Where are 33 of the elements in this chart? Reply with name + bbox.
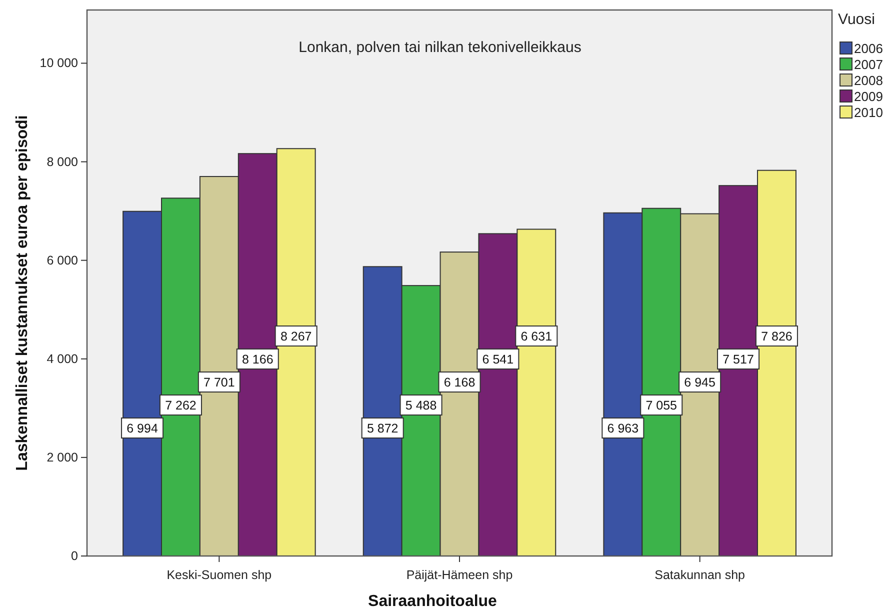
data-label: 6 631 — [520, 330, 552, 344]
data-label: 6 541 — [482, 352, 514, 366]
data-label: 7 826 — [761, 330, 792, 344]
y-tick-label: 4 000 — [46, 352, 78, 366]
x-tick-label: Päijät-Hämeen shp — [406, 568, 513, 582]
data-label: 7 055 — [646, 398, 678, 412]
x-tick-label: Satakunnan shp — [654, 568, 746, 582]
legend-label: 2009 — [854, 89, 883, 104]
data-label: 7 701 — [204, 376, 235, 390]
y-tick-label: 0 — [71, 549, 78, 563]
data-label: 6 994 — [126, 422, 158, 436]
data-label: 7 517 — [722, 352, 754, 366]
text: Lonkan, polven tai nilkan tekonivelleikkaus — [298, 39, 582, 56]
y-tick-label: 6 000 — [46, 253, 78, 268]
legend-label: 2010 — [854, 105, 883, 120]
data-label: 6 945 — [684, 376, 716, 390]
y-axis-title: Laskennalliset kustannukset euroa per episodi — [14, 115, 31, 471]
legend-label: 2008 — [854, 73, 883, 88]
data-label: 8 166 — [242, 352, 274, 366]
x-axis-title: Sairaanhoitoalue — [368, 593, 498, 610]
x-tick-label: Keski-Suomen shp — [166, 568, 272, 582]
y-tick-label: 2 000 — [46, 450, 78, 464]
data-label: 6 168 — [444, 376, 476, 390]
data-label: 5 488 — [405, 398, 437, 412]
data-label: 7 262 — [165, 398, 196, 412]
legend-title: Vuosi — [838, 11, 875, 28]
legend-label: 2006 — [854, 41, 883, 56]
data-label: 8 267 — [280, 330, 312, 344]
data-label: 6 963 — [607, 422, 639, 436]
data-label: 5 872 — [366, 422, 398, 436]
y-tick-label: 8 000 — [46, 154, 78, 169]
legend-label: 2007 — [854, 57, 883, 72]
y-tick-label: 10 000 — [40, 56, 78, 70]
